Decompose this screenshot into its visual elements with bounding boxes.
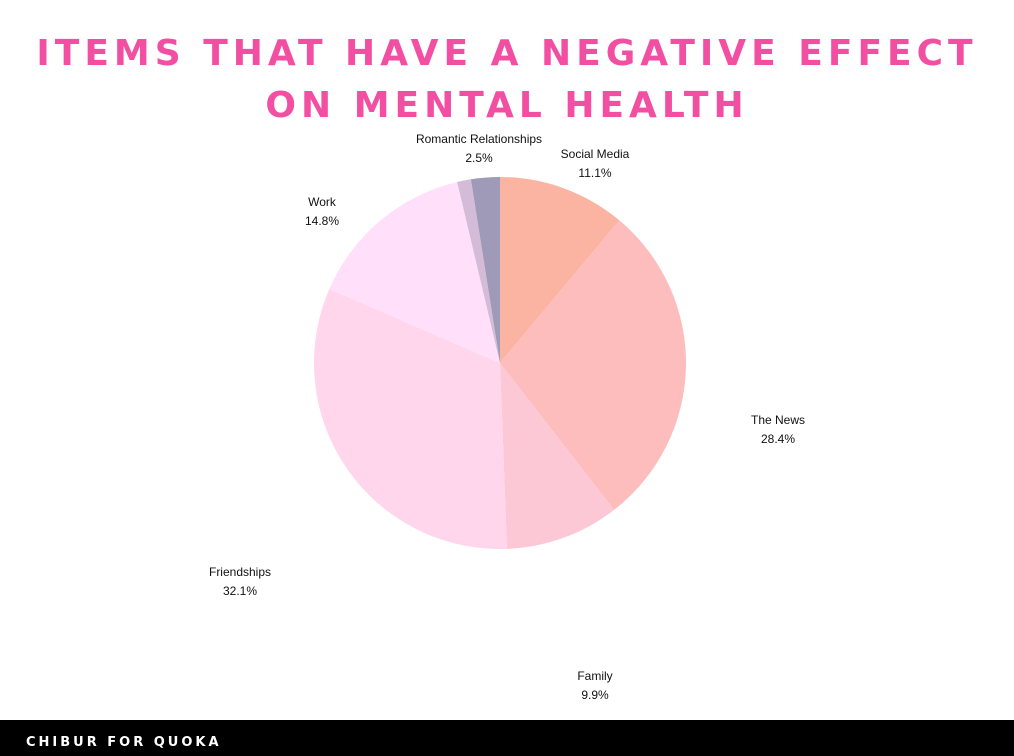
- slice-value-friendships: 32.1%: [223, 584, 257, 598]
- footer-bar: CHIBUR FOR QUOKA: [0, 720, 1014, 756]
- pie-slice-romantic-relationships: [470, 177, 500, 363]
- slice-label-work: Work: [308, 195, 337, 209]
- slice-label-romantic-relationships: Romantic Relationships: [416, 132, 542, 146]
- slice-value-family: 9.9%: [581, 688, 609, 702]
- footer-credit: CHIBUR FOR QUOKA: [26, 735, 222, 750]
- pie-slice-the-news: [500, 220, 686, 510]
- chart-title: ITEMS THAT HAVE A NEGATIVE EFFECT ON MEN…: [0, 28, 1014, 132]
- pie-slice-unlabeled-5: [457, 179, 500, 363]
- slice-label-friendships: Friendships: [209, 565, 271, 579]
- chart-title-line-1: ITEMS THAT HAVE A NEGATIVE EFFECT: [36, 33, 978, 74]
- slice-label-family: Family: [577, 669, 612, 683]
- chart-title-line-2: ON MENTAL HEALTH: [265, 85, 749, 126]
- slice-label-the-news: The News: [751, 413, 805, 427]
- slice-value-romantic-relationships: 2.5%: [465, 151, 493, 165]
- slice-label-social-media: Social Media: [561, 147, 630, 161]
- pie-slice-friendships: [314, 289, 508, 549]
- slice-value-the-news: 28.4%: [761, 432, 795, 446]
- pie-slice-social-media: [500, 177, 620, 363]
- pie-slice-work: [329, 182, 500, 363]
- slice-value-work: 14.8%: [305, 214, 339, 228]
- slice-value-social-media: 11.1%: [578, 166, 611, 180]
- pie-slice-family: [500, 363, 615, 549]
